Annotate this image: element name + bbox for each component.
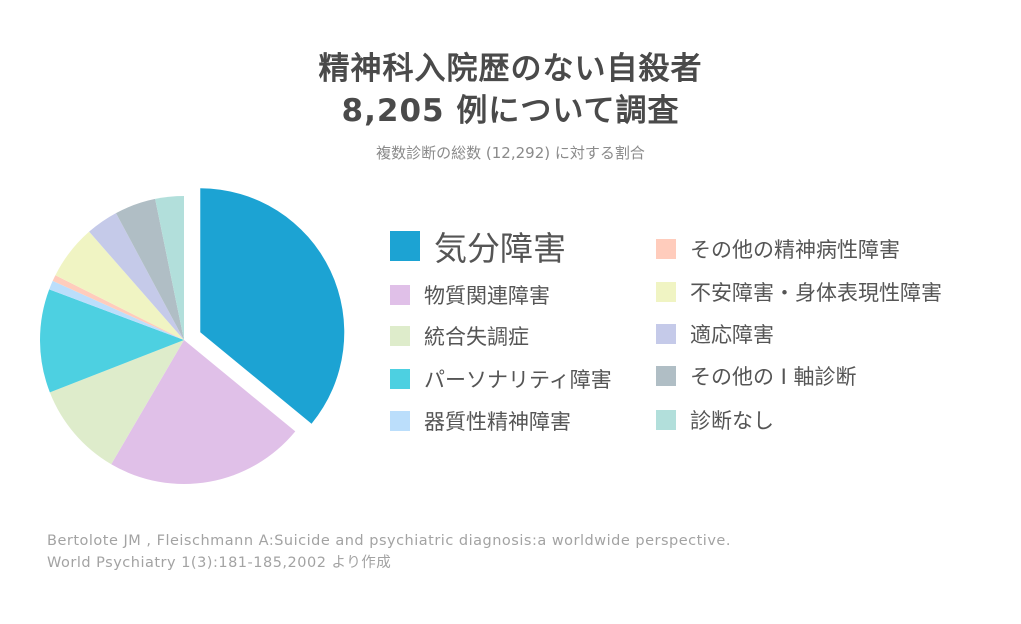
legend-label: 適応障害: [690, 323, 774, 347]
legend-label: その他の精神病性障害: [690, 238, 900, 262]
legend-label: 器質性精神障害: [424, 410, 571, 434]
legend-item-0: 気分障害: [390, 222, 566, 270]
chart-subtitle: 複数診断の総数 (12,292) に対する割合: [376, 144, 645, 162]
legend-swatch: [656, 324, 676, 344]
legend-swatch: [390, 369, 410, 389]
legend-item-9: 診断なし: [656, 405, 774, 435]
legend-swatch: [656, 410, 676, 430]
legend-label: 物質関連障害: [424, 284, 550, 308]
pie-slice-1: [111, 340, 296, 484]
legend-label: 不安障害・身体表現性障害: [690, 281, 942, 305]
legend-label: 気分障害: [434, 229, 566, 268]
legend-item-4: 器質性精神障害: [390, 406, 571, 436]
pie-slice-0: [200, 188, 345, 424]
legend-swatch: [656, 239, 676, 259]
title-line-1: 精神科入院歴のない自殺者: [318, 51, 703, 87]
source-line-1: Bertolote JM , Fleischmann A:Suicide and…: [47, 533, 731, 549]
legend-swatch: [390, 231, 420, 261]
legend-swatch: [656, 282, 676, 302]
chart-title: 精神科入院歴のない自殺者 8,205 例について調査: [0, 48, 1021, 132]
legend-item-6: 不安障害・身体表現性障害: [656, 277, 942, 307]
legend-item-5: その他の精神病性障害: [656, 234, 900, 264]
legend-swatch: [390, 411, 410, 431]
legend-label: パーソナリティ障害: [424, 368, 612, 392]
pie-slice-5: [52, 275, 184, 340]
source-line-2: World Psychiatry 1(3):181-185,2002 より作成: [47, 555, 392, 571]
source-citation: Bertolote JM , Fleischmann A:Suicide and…: [47, 530, 731, 574]
pie-slice-9: [155, 196, 184, 340]
legend-label: 統合失調症: [424, 325, 529, 349]
legend-item-7: 適応障害: [656, 319, 774, 349]
legend-label: その他の I 軸診断: [690, 365, 857, 389]
legend-item-1: 物質関連障害: [390, 280, 550, 310]
legend-item-2: 統合失調症: [390, 321, 529, 351]
pie-slice-3: [39, 289, 185, 393]
legend-label: 診断なし: [690, 409, 774, 433]
title-line-2: 8,205 例について調査: [341, 93, 680, 129]
legend-item-8: その他の I 軸診断: [656, 361, 857, 391]
pie-slice-8: [115, 198, 184, 340]
legend-item-3: パーソナリティ障害: [390, 364, 612, 394]
pie-slice-6: [55, 231, 184, 340]
pie-slice-2: [49, 340, 184, 465]
pie-slice-7: [89, 213, 184, 340]
legend-swatch: [390, 285, 410, 305]
legend-swatch: [656, 366, 676, 386]
legend-swatch: [390, 326, 410, 346]
pie-slice-4: [49, 280, 184, 340]
